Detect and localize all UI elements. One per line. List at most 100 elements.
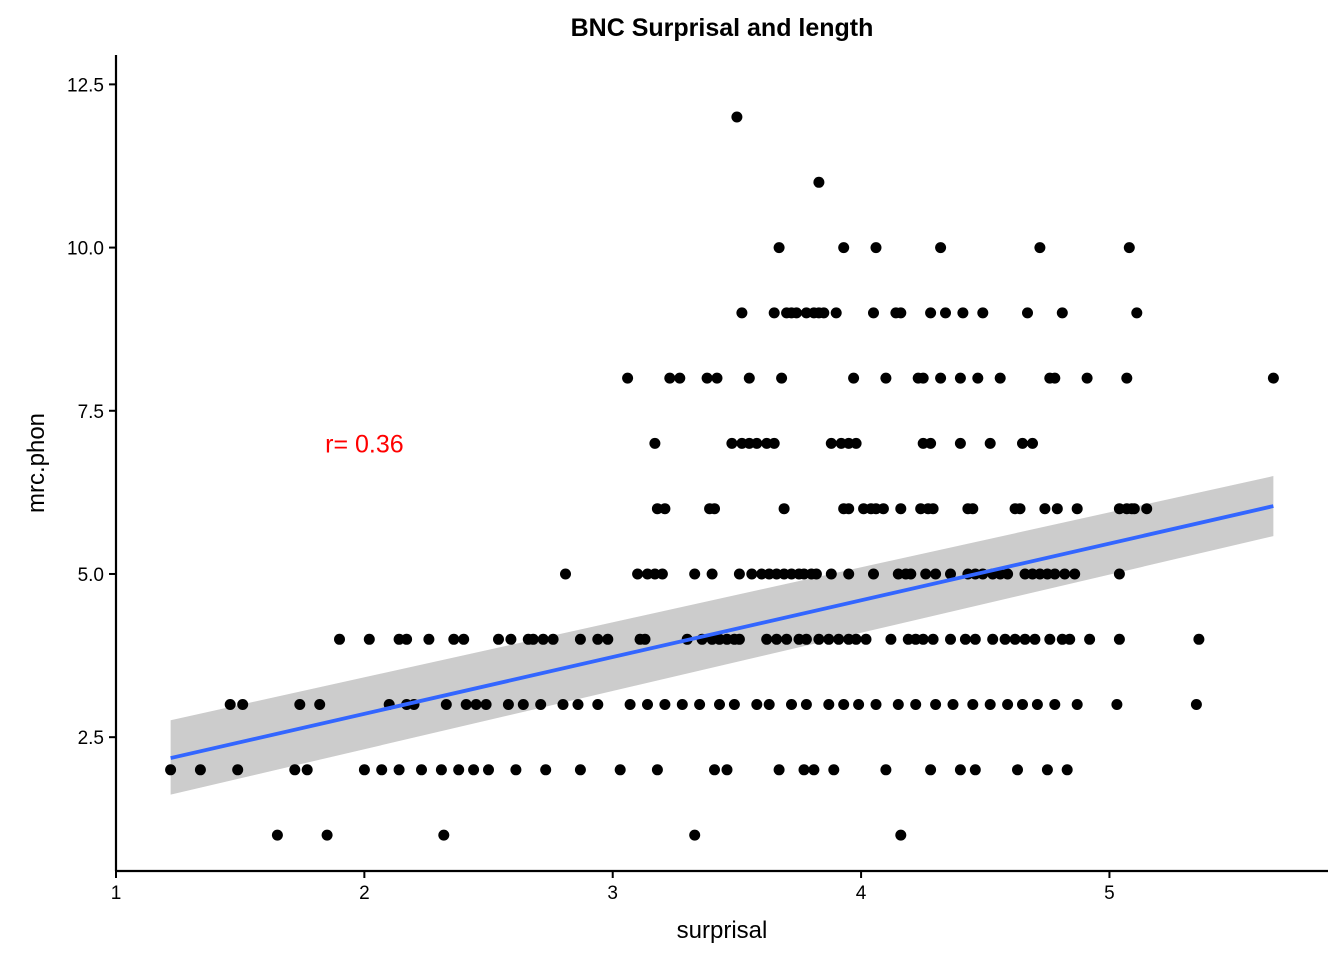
data-point	[1190, 699, 1202, 710]
data-point	[1128, 503, 1140, 515]
data-point	[838, 699, 850, 710]
data-point	[363, 633, 375, 645]
data-point	[930, 699, 942, 710]
data-point	[1012, 764, 1023, 776]
data-point	[818, 307, 830, 319]
data-point	[947, 699, 959, 710]
correlation-annotation: r= 0.36	[325, 430, 404, 458]
data-point	[540, 764, 552, 776]
data-point	[954, 372, 966, 384]
data-point	[1017, 437, 1028, 449]
data-point	[1113, 568, 1125, 580]
data-point	[376, 764, 388, 776]
data-point	[510, 764, 522, 776]
y-tick-label: 5.0	[78, 565, 104, 586]
data-point	[271, 829, 283, 841]
data-point	[751, 437, 763, 449]
regression-line-layer	[170, 504, 1274, 760]
data-point	[1041, 764, 1053, 776]
data-point	[574, 633, 586, 645]
data-point	[1121, 372, 1133, 384]
data-point	[1061, 764, 1073, 776]
data-point	[1009, 633, 1021, 645]
data-point	[502, 699, 514, 710]
data-point	[910, 699, 922, 710]
data-point	[843, 568, 855, 580]
data-point	[651, 764, 663, 776]
data-point	[224, 699, 236, 710]
data-point	[954, 437, 966, 449]
data-point	[860, 633, 872, 645]
axes-layer	[114, 55, 1328, 873]
data-point	[791, 307, 802, 319]
data-point	[895, 307, 907, 319]
ticks-layer: 1 2 3 4 5 2.5 5.0 7.5 10.0 12.5	[67, 75, 1115, 904]
data-point	[237, 699, 249, 710]
data-point	[1141, 503, 1153, 515]
data-point	[649, 437, 661, 449]
data-point	[689, 829, 701, 841]
data-point	[393, 764, 405, 776]
data-point	[639, 633, 651, 645]
data-point	[1022, 307, 1033, 319]
data-point	[925, 307, 937, 319]
data-point	[676, 699, 688, 710]
data-point	[833, 633, 845, 645]
chart-title: BNC Surprisal and length	[571, 14, 874, 42]
data-point	[1267, 372, 1279, 384]
data-point	[945, 568, 956, 580]
data-point	[468, 764, 480, 776]
data-point	[984, 437, 996, 449]
data-point	[870, 242, 882, 254]
data-point	[925, 437, 937, 449]
data-point	[786, 699, 797, 710]
data-point	[438, 829, 450, 841]
data-point	[572, 699, 584, 710]
y-tick-label: 2.5	[78, 728, 104, 749]
data-point	[917, 372, 929, 384]
data-point	[843, 503, 855, 515]
data-point	[614, 764, 626, 776]
data-point	[930, 568, 942, 580]
data-point	[592, 699, 604, 710]
x-tick-label: 2	[359, 883, 370, 904]
data-point	[1059, 568, 1071, 580]
data-point	[622, 372, 634, 384]
x-axis-title: surprisal	[677, 917, 768, 944]
data-point	[984, 699, 996, 710]
data-point	[880, 372, 892, 384]
data-point	[440, 699, 452, 710]
x-tick-label: 4	[856, 883, 867, 904]
data-point	[632, 568, 644, 580]
data-point	[480, 699, 492, 710]
data-point	[868, 307, 879, 319]
data-point	[810, 568, 822, 580]
data-points-layer	[165, 111, 1279, 841]
data-point	[927, 503, 939, 515]
data-point	[838, 242, 850, 254]
data-point	[547, 633, 559, 645]
data-point	[706, 568, 718, 580]
data-point	[714, 699, 725, 710]
data-point	[778, 503, 790, 515]
y-axis-title: mrc.phon	[23, 413, 50, 513]
data-point	[1069, 568, 1081, 580]
data-point	[1064, 633, 1076, 645]
data-point	[1049, 699, 1061, 710]
data-point	[624, 699, 636, 710]
data-point	[957, 307, 969, 319]
data-point	[321, 829, 333, 841]
x-tick-label: 3	[607, 883, 618, 904]
data-point	[1019, 633, 1031, 645]
data-point	[728, 699, 740, 710]
data-point	[527, 633, 539, 645]
data-point	[751, 699, 763, 710]
data-point	[972, 372, 984, 384]
data-point	[917, 633, 929, 645]
data-point	[830, 307, 842, 319]
data-point	[1002, 568, 1014, 580]
data-point	[733, 633, 745, 645]
data-point	[895, 829, 907, 841]
data-point	[1131, 307, 1143, 319]
